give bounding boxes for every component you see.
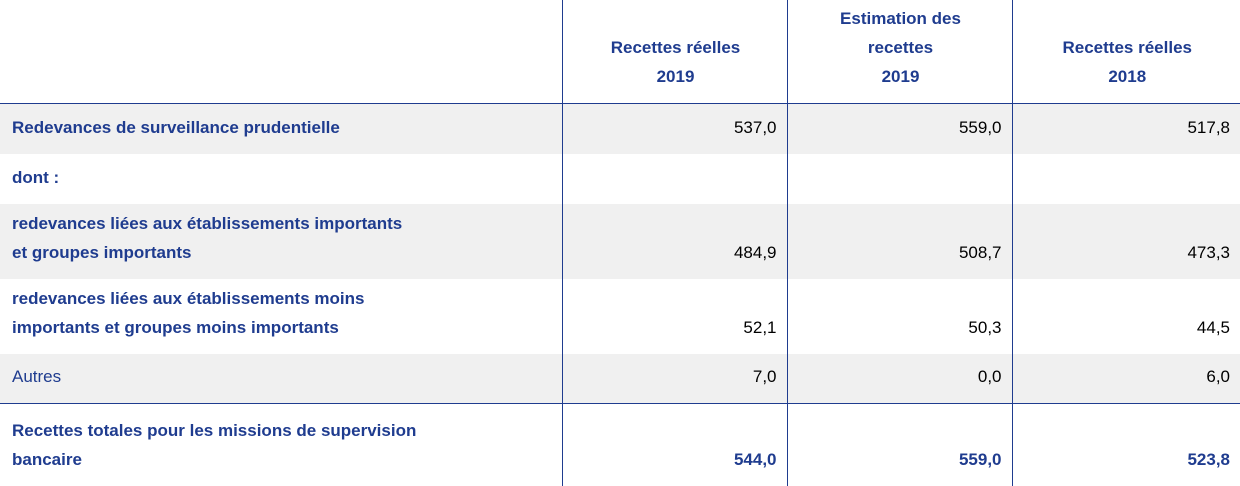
empty-cell	[786, 153, 1012, 204]
value-cell: 517,8	[1011, 103, 1240, 154]
value-cell: 537,0	[561, 103, 787, 154]
row-label: redevances liées aux établissements moin…	[12, 288, 365, 337]
header-row: Recettes réelles 2019 Estimation des rece…	[0, 0, 1240, 104]
value-cell: 508,7	[786, 203, 1012, 279]
value-cell: 544,0	[561, 403, 787, 486]
value-cell: 473,3	[1011, 203, 1240, 279]
value-cell: 0,0	[786, 353, 1012, 404]
table-row: Redevances de surveillance prudentielle 5…	[0, 103, 1240, 154]
table-body: Redevances de surveillance prudentielle 5…	[0, 103, 1240, 486]
empty-cell	[561, 153, 787, 204]
table-row: Recettes totales pour les missions de su…	[0, 403, 1240, 486]
value-cell: 52,1	[561, 278, 787, 354]
column-header: Recettes réelles 2018	[1011, 0, 1240, 104]
table-row: Autres 7,0 0,0 6,0	[0, 353, 1240, 404]
table-row: redevances liées aux établissements moin…	[0, 278, 1240, 354]
column-header: Estimation des recettes 2019	[786, 0, 1012, 104]
row-label: Redevances de surveillance prudentielle	[0, 103, 562, 154]
value-cell: 50,3	[786, 278, 1012, 354]
table-row: redevances liées aux établissements impo…	[0, 203, 1240, 279]
row-label: Recettes totales pour les missions de su…	[0, 403, 562, 486]
value-cell: 559,0	[786, 403, 1012, 486]
empty-cell	[1011, 153, 1240, 204]
value-cell: 7,0	[561, 353, 787, 404]
column-header: Recettes réelles 2019	[561, 0, 787, 104]
table-row: dont :	[0, 153, 1240, 204]
value-cell: 484,9	[561, 203, 787, 279]
value-cell: 559,0	[786, 103, 1012, 154]
value-cell: 523,8	[1011, 403, 1240, 486]
value-cell: 44,5	[1011, 278, 1240, 354]
value-cell: 6,0	[1011, 353, 1240, 404]
row-label: redevances liées aux établissements impo…	[0, 203, 562, 279]
column-header	[0, 0, 562, 104]
row-label: dont :	[12, 167, 60, 187]
row-label: Autres	[0, 353, 562, 404]
